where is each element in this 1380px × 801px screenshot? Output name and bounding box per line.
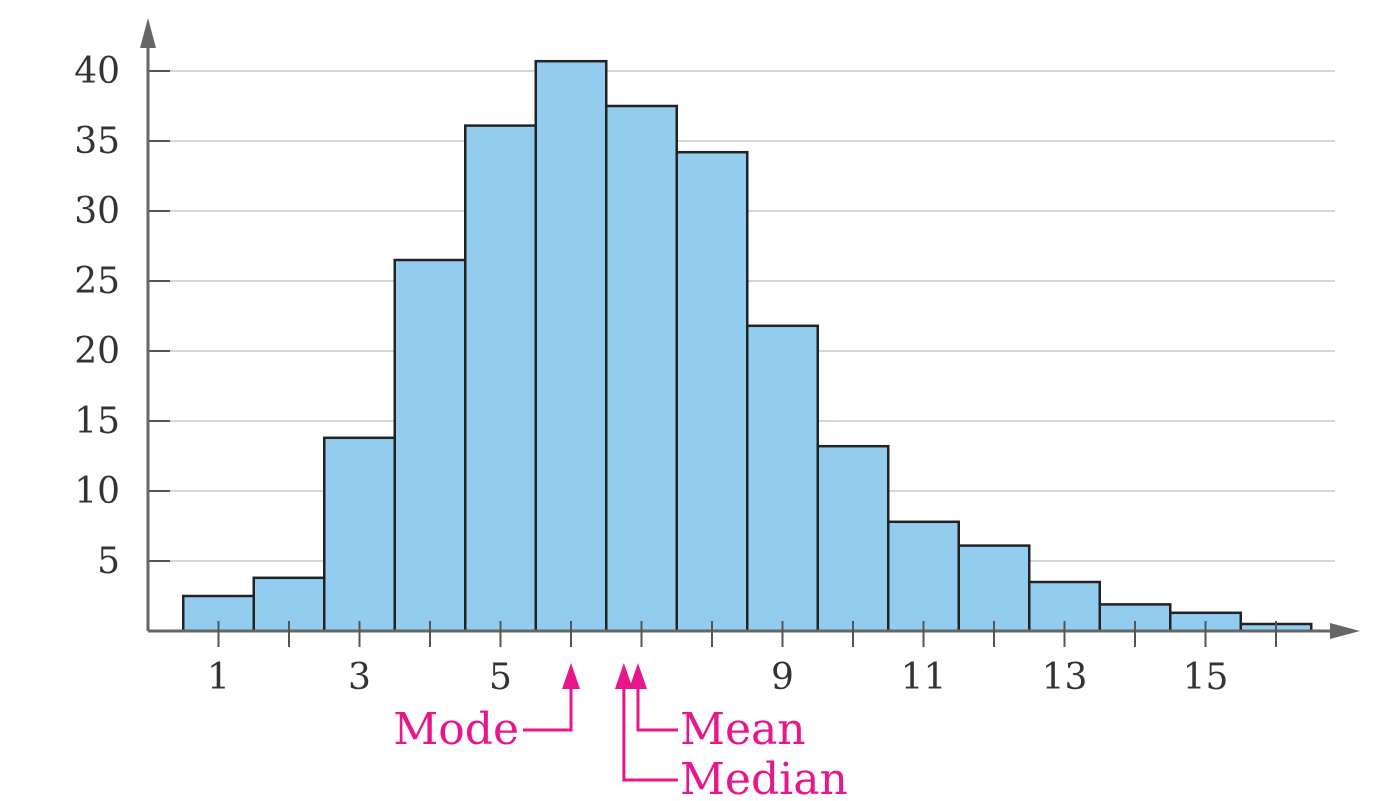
x-tick-label: 13: [1042, 657, 1088, 698]
y-tick-label: 30: [74, 191, 120, 232]
annotation-arrowhead: [628, 663, 647, 689]
y-tick-label: 15: [74, 401, 120, 442]
y-tick-label: 35: [74, 121, 120, 162]
y-tick-label: 40: [74, 51, 120, 92]
x-tick-label: 3: [348, 657, 371, 698]
histogram-bar: [887, 520, 960, 633]
y-tick-label: 5: [97, 541, 120, 582]
x-tick-label: 11: [901, 657, 947, 698]
y-tick-label: 10: [74, 471, 120, 512]
bars: [182, 59, 1313, 633]
x-tick-label: 15: [1183, 657, 1229, 698]
histogram-bar: [957, 544, 1031, 633]
annotation-label-mode: Mode: [393, 704, 519, 755]
annotation-arrowhead: [614, 663, 633, 689]
y-tick-label: 25: [74, 261, 120, 302]
annotation-label-median: Median: [680, 754, 848, 801]
histogram-bar: [675, 150, 749, 633]
axes: [140, 18, 1360, 647]
annotation-line: [622, 685, 678, 782]
histogram-bar: [816, 444, 890, 633]
annotation-line: [636, 685, 678, 732]
histogram-bar: [605, 104, 678, 633]
histogram-bar: [534, 59, 608, 633]
y-tick-label: 20: [74, 331, 120, 372]
annotation-label-mean: Mean: [680, 704, 806, 755]
x-tick-label: 5: [489, 657, 512, 698]
histogram-bar: [323, 436, 396, 633]
histogram-bar: [464, 124, 537, 633]
x-axis-arrow: [1330, 623, 1360, 639]
y-axis-arrow: [140, 18, 156, 48]
x-tick-label: 1: [207, 657, 230, 698]
x-tick-label: 9: [771, 657, 794, 698]
histogram-bar: [746, 324, 819, 633]
annotation-arrowhead: [562, 663, 580, 689]
annotation-line: [523, 685, 573, 732]
histogram-bar: [393, 258, 467, 633]
